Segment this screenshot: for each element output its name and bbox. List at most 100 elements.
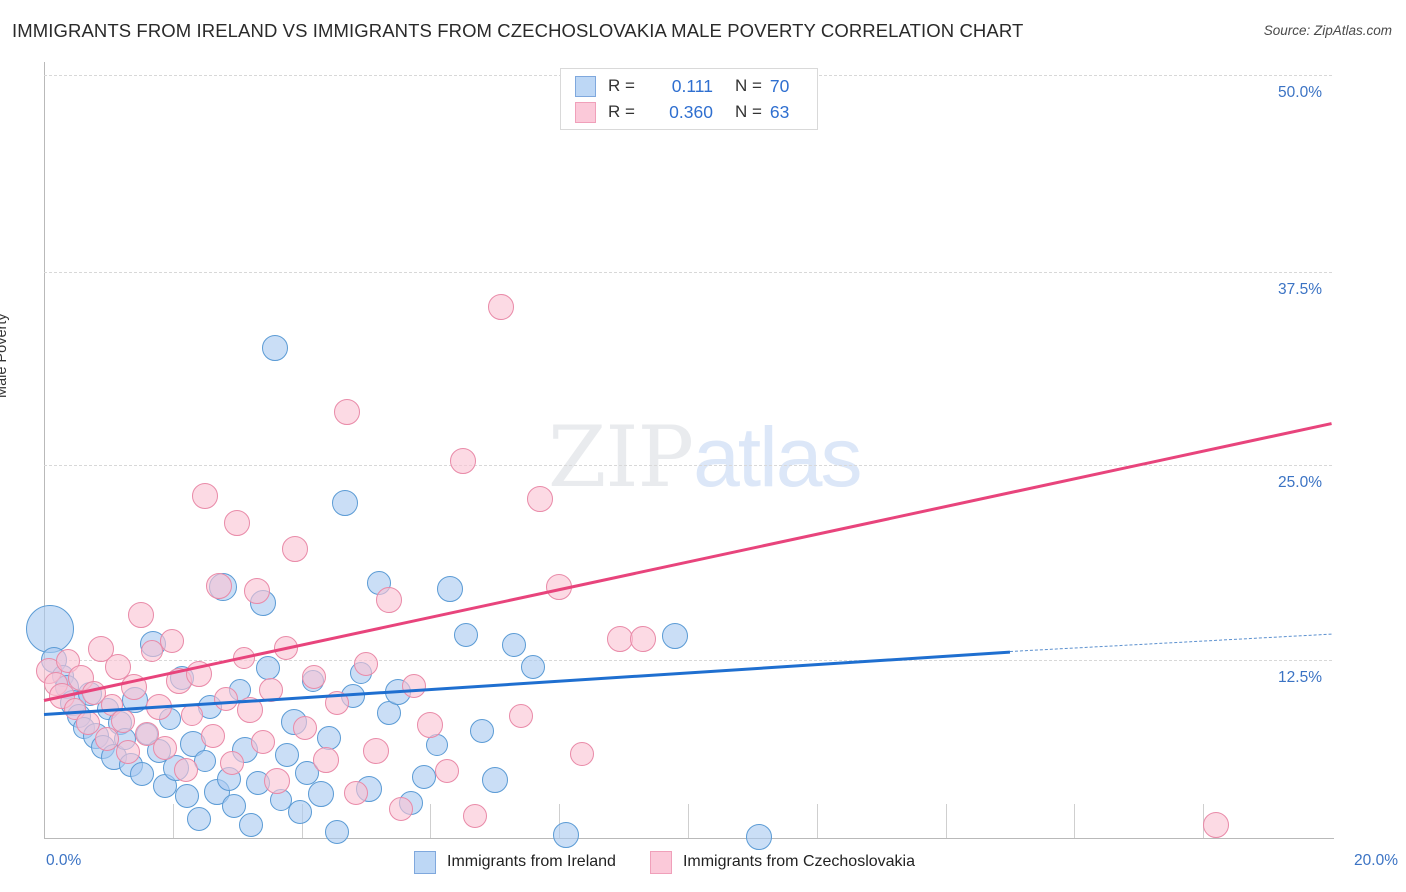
stats-n-label-czechoslovakia: N = [734,102,762,121]
scatter-point[interactable] [1203,811,1230,838]
scatter-point[interactable] [325,820,350,845]
scatter-point[interactable] [411,765,436,790]
scatter-point[interactable] [127,601,154,628]
scatter-point[interactable] [294,760,319,785]
scatter-point[interactable] [239,812,264,837]
watermark-atlas: atlas [693,410,862,504]
scatter-point[interactable] [436,575,463,602]
scatter-point[interactable] [56,649,81,674]
scatter-point[interactable] [185,661,212,688]
scatter-point[interactable] [469,718,494,743]
scatter-point[interactable] [521,654,546,679]
scatter-point[interactable] [256,656,281,681]
scatter-point[interactable] [481,766,508,793]
scatter-point[interactable] [192,482,218,509]
scatter-point[interactable] [264,768,291,795]
scatter-point[interactable] [258,678,283,703]
scatter-point[interactable] [273,635,298,660]
stats-swatch-ireland [575,75,596,97]
scatter-point[interactable] [95,727,120,752]
scatter-point[interactable] [243,578,270,605]
scatter-point[interactable] [232,647,255,670]
scatter-point[interactable] [629,626,656,653]
scatter-point[interactable] [237,697,264,724]
scatter-point[interactable] [307,781,334,808]
scatter-point[interactable] [159,628,184,653]
gridline-y [44,272,1332,273]
scatter-point[interactable] [417,711,444,738]
scatter-point[interactable] [302,664,327,689]
scatter-point[interactable] [145,694,172,721]
scatter-point[interactable] [453,622,478,647]
scatter-point[interactable] [186,807,211,832]
scatter-point[interactable] [282,536,309,563]
scatter-point[interactable] [449,447,476,474]
stats-n-value-czechoslovakia: 63 [769,101,790,122]
y-axis-line [44,62,45,838]
scatter-point[interactable] [488,294,515,321]
scatter-point[interactable] [206,572,233,599]
legend-item-czechoslovakia[interactable]: Immigrants from Czechoslovakia [649,850,915,874]
scatter-point[interactable] [49,682,76,709]
scatter-point[interactable] [224,510,251,537]
stats-r-value-czechoslovakia: 0.360 [669,101,713,122]
trendline-ireland-projection [1009,633,1333,652]
stats-r-label-czechoslovakia: R = [608,102,635,121]
scatter-point[interactable] [292,715,317,740]
source-attribution: Source: ZipAtlas.com [1263,23,1392,38]
scatter-point[interactable] [261,334,288,361]
scatter-point[interactable] [607,626,634,653]
scatter-point[interactable] [313,746,340,773]
scatter-point[interactable] [250,730,275,755]
scatter-point[interactable] [508,704,533,729]
x-axis-tick [945,804,947,838]
scatter-point[interactable] [325,691,350,716]
scatter-point[interactable] [181,703,204,726]
scatter-point[interactable] [376,701,401,726]
scatter-point[interactable] [341,683,366,708]
x-axis-max-label: 20.0% [1354,852,1398,869]
stats-swatch-czechoslovakia [575,101,596,123]
scatter-point[interactable] [502,633,527,658]
x-axis-line [44,838,1334,839]
scatter-point[interactable] [220,750,245,775]
scatter-point[interactable] [434,759,459,784]
scatter-point[interactable] [745,823,772,850]
scatter-point[interactable] [526,485,553,512]
scatter-point[interactable] [546,574,573,601]
scatter-point[interactable] [662,623,689,650]
scatter-point[interactable] [75,711,100,736]
gridline-y [44,660,1332,661]
scatter-point[interactable] [402,673,427,698]
scatter-point[interactable] [129,762,154,787]
scatter-point[interactable] [275,743,300,768]
scatter-point[interactable] [26,605,75,654]
scatter-point[interactable] [213,686,238,711]
scatter-point[interactable] [221,794,246,819]
scatter-point[interactable] [354,651,378,676]
scatter-point[interactable] [569,741,594,766]
stats-n-label-ireland: N = [734,76,762,95]
scatter-point[interactable] [463,804,488,829]
scatter-point[interactable] [332,489,359,516]
scatter-point[interactable] [173,757,198,782]
scatter-point[interactable] [153,736,178,761]
scatter-point[interactable] [333,398,360,425]
scatter-point[interactable] [362,737,389,764]
scatter-point[interactable] [121,674,148,701]
scatter-point[interactable] [375,587,402,614]
y-axis-title: Male Poverty [0,313,10,398]
scatter-point[interactable] [389,796,414,821]
scatter-point[interactable] [552,822,579,849]
scatter-point[interactable] [110,708,135,733]
stats-row-ireland: R = 0.111 N = 70 [575,73,789,99]
scatter-point[interactable] [174,783,199,808]
scatter-point[interactable] [288,799,313,824]
scatter-point[interactable] [141,639,164,662]
legend-item-ireland[interactable]: Immigrants from Ireland [414,850,616,874]
scatter-point[interactable] [115,740,140,765]
y-axis-tick-label: 50.0% [1278,84,1322,101]
scatter-point[interactable] [344,781,369,806]
x-axis-tick [688,804,689,838]
scatter-point[interactable] [200,724,225,749]
